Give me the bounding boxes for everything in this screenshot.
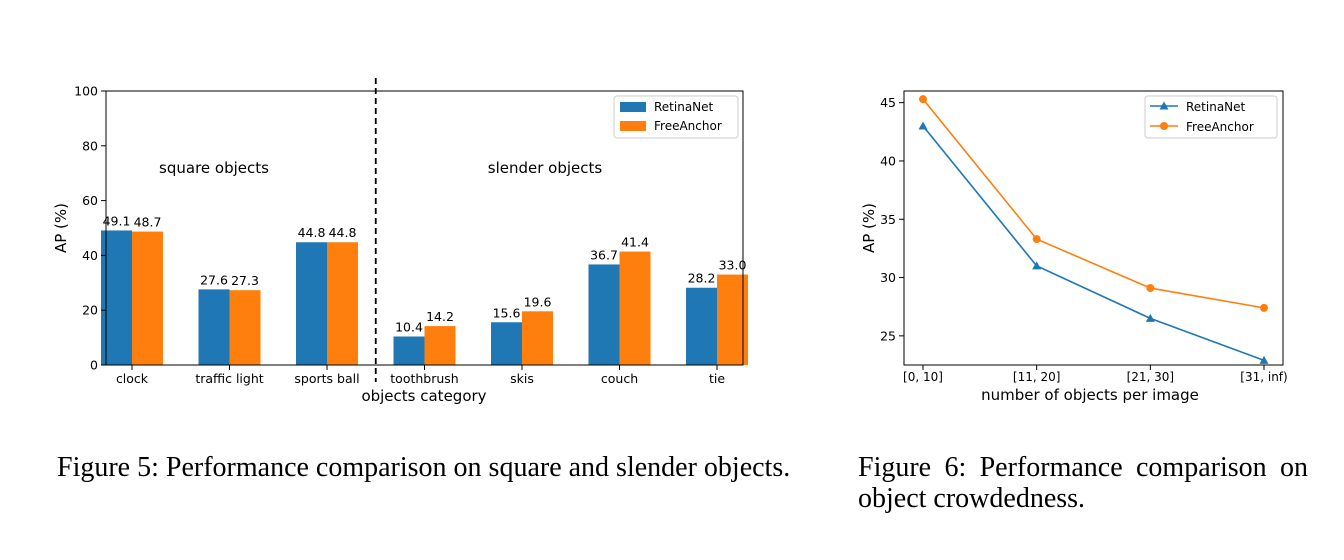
x-axis-label: number of objects per image xyxy=(981,386,1199,404)
data-label-freeanchor-traffic-light: 27.3 xyxy=(231,273,259,288)
data-label-retinanet-tie: 28.2 xyxy=(688,271,716,286)
point-retinanet-2 xyxy=(1145,313,1155,322)
series-line-retinanet xyxy=(922,125,1265,362)
bar-retinanet-skis xyxy=(491,322,522,365)
bar-freeanchor-toothbrush xyxy=(424,326,456,365)
y-tick-label: 60 xyxy=(82,193,98,208)
data-label-freeanchor-tie: 33.0 xyxy=(719,258,747,273)
y-tick-label: 40 xyxy=(82,248,98,263)
annotation-slender-objects: slender objects xyxy=(488,159,603,177)
y-tick-label: 80 xyxy=(82,138,98,153)
x-tick-label-tie: tie xyxy=(709,371,725,386)
data-label-freeanchor-toothbrush: 14.2 xyxy=(426,309,454,324)
x-tick-label-sports-ball: sports ball xyxy=(294,371,359,386)
legend: RetinaNet FreeAnchor xyxy=(1144,95,1278,139)
figure-5-bar-chart: 49.1 48.7 27.6 27.3 44.8 44.8 10.414.2 15.619.6… xyxy=(52,78,748,405)
bar-freeanchor-couch xyxy=(619,251,651,365)
point-freeanchor-3 xyxy=(1260,303,1268,312)
bar-retinanet-couch xyxy=(588,264,620,365)
figure-5-caption: Figure 5: Performance comparison on squa… xyxy=(57,452,791,483)
data-label-retinanet-clock: 49.1 xyxy=(103,213,131,228)
data-label-retinanet-traffic-light: 27.6 xyxy=(200,272,228,287)
data-label-retinanet-sports-ball: 44.8 xyxy=(298,225,326,240)
data-label-freeanchor-skis: 19.6 xyxy=(524,294,552,309)
x-tick-label-11-20: [11, 20] xyxy=(1013,370,1061,384)
x-tick-label-clock: clock xyxy=(116,371,149,386)
x-tick-label-toothbrush: toothbrush xyxy=(390,371,458,386)
y-tick-label: 25 xyxy=(880,328,896,343)
legend-label-freeanchor: FreeAnchor xyxy=(1186,120,1254,134)
data-label-retinanet-toothbrush: 10.4 xyxy=(395,320,423,335)
legend-marker-freeanchor xyxy=(1160,122,1168,130)
y-tick-label: 100 xyxy=(74,84,98,99)
plot-frame xyxy=(903,90,1284,366)
bar-retinanet-traffic-light xyxy=(198,289,230,365)
legend-marker-retinanet xyxy=(1159,101,1169,110)
bar-freeanchor-traffic-light xyxy=(229,290,261,365)
legend-swatch-freeanchor xyxy=(620,121,646,131)
y-tick-label: 45 xyxy=(880,95,896,110)
bar-freeanchor-skis xyxy=(522,311,553,365)
bar-retinanet-tie xyxy=(686,287,717,365)
bar-retinanet-sports-ball xyxy=(296,242,327,365)
point-freeanchor-0 xyxy=(919,95,927,104)
y-tick-label: 20 xyxy=(82,303,98,318)
point-freeanchor-1 xyxy=(1032,235,1041,244)
x-tick-label-31-inf: [31, inf) xyxy=(1240,370,1287,384)
figure-6-line-chart: 25 30 35 40 45 [0, 10] [11, 20] [21, 30] [31, i… xyxy=(860,90,1288,404)
legend-label-freeanchor: FreeAnchor xyxy=(654,119,722,133)
data-label-freeanchor-sports-ball: 44.8 xyxy=(329,225,357,240)
data-label-retinanet-skis: 15.6 xyxy=(493,305,521,320)
x-tick-label-0-10: [0, 10] xyxy=(903,370,943,384)
data-label-freeanchor-clock: 48.7 xyxy=(134,215,162,230)
series-line-freeanchor xyxy=(922,98,1265,309)
legend-label-retinanet: RetinaNet xyxy=(654,100,714,114)
bar-retinanet-toothbrush xyxy=(393,336,425,365)
annotation-square-objects: square objects xyxy=(159,159,269,177)
point-retinanet-0 xyxy=(918,121,928,130)
data-label-freeanchor-couch: 41.4 xyxy=(621,235,649,250)
x-tick-label-couch: couch xyxy=(601,371,638,386)
point-retinanet-1 xyxy=(1032,261,1042,270)
x-tick-label-21-30: [21, 30] xyxy=(1127,370,1175,384)
figure-6-caption: Figure 6: Performance comparison on obje… xyxy=(858,452,1308,514)
x-axis-label: objects category xyxy=(361,387,486,405)
legend-label-retinanet: RetinaNet xyxy=(1186,100,1246,114)
y-tick-label: 40 xyxy=(880,153,896,168)
legend-swatch-retinanet xyxy=(620,102,646,112)
y-tick-label: 35 xyxy=(880,212,896,227)
y-tick-label: 0 xyxy=(90,358,98,373)
point-retinanet-3 xyxy=(1259,355,1269,364)
y-tick-label: 30 xyxy=(880,270,896,285)
y-axis-label: AP (%) xyxy=(52,203,70,253)
x-tick-label-traffic-light: traffic light xyxy=(195,371,263,386)
y-axis-label: AP (%) xyxy=(860,203,878,253)
bar-freeanchor-clock xyxy=(132,231,163,365)
legend: RetinaNet FreeAnchor xyxy=(613,95,739,139)
point-freeanchor-2 xyxy=(1146,284,1155,293)
x-tick-label-skis: skis xyxy=(510,371,534,386)
bar-freeanchor-sports-ball xyxy=(327,242,358,365)
data-label-retinanet-couch: 36.7 xyxy=(590,247,618,262)
